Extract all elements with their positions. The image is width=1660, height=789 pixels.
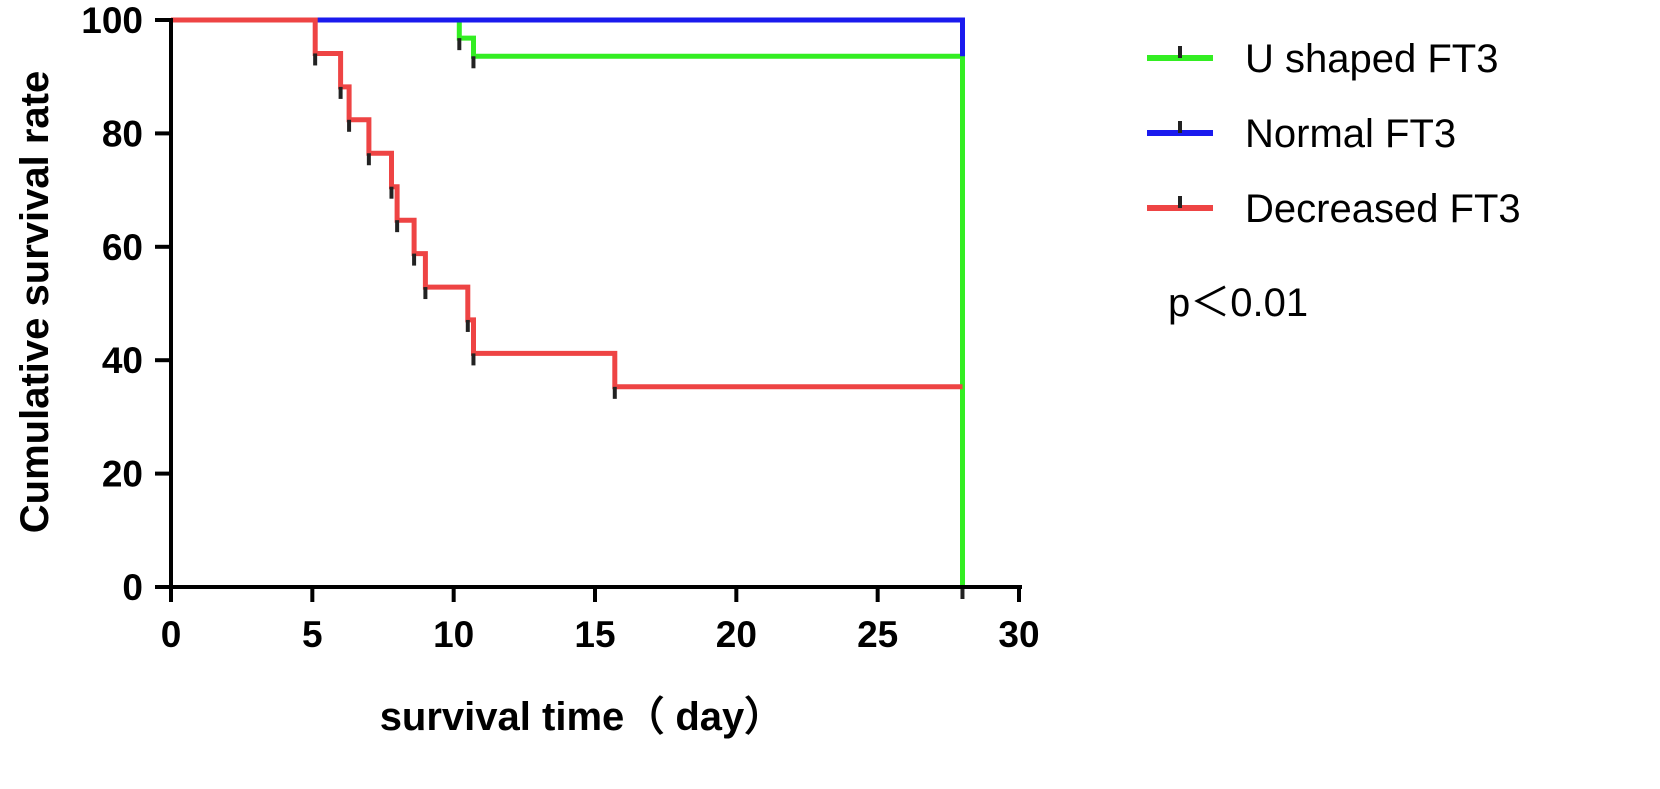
- legend-label-u-shaped-ft3: U shaped FT3: [1245, 37, 1498, 81]
- y-tick-label-0: 0: [122, 567, 143, 608]
- legend-label-normal-ft3: Normal FT3: [1245, 112, 1456, 156]
- y-axis-title: Cumulative survival rate: [13, 71, 57, 533]
- x-tick-label-25: 25: [857, 614, 898, 655]
- x-tick-label-20: 20: [716, 614, 757, 655]
- x-tick-label-15: 15: [574, 614, 615, 655]
- x-axis-title: survival time（ day）: [380, 695, 785, 739]
- legend-label-decreased-ft3: Decreased FT3: [1245, 187, 1521, 231]
- x-tick-label-10: 10: [433, 614, 474, 655]
- series-line-normal-ft3: [171, 17, 965, 57]
- y-tick-label-80: 80: [102, 113, 143, 154]
- ticks-layer: 0 5 10 15 20 25 30 0 20 40 60 80 100: [81, 0, 1039, 655]
- y-tick-label-100: 100: [81, 0, 143, 41]
- series-line-decreased-ft3: [171, 17, 963, 390]
- y-tick-label-40: 40: [102, 340, 143, 381]
- p-value-annotation: p＜0.01: [1168, 281, 1308, 325]
- series-layer: [171, 17, 965, 599]
- legend: U shaped FT3 Normal FT3 Decreased FT3: [1147, 37, 1521, 231]
- y-tick-label-60: 60: [102, 227, 143, 268]
- x-tick-label-5: 5: [302, 614, 323, 655]
- x-tick-label-0: 0: [161, 614, 182, 655]
- y-tick-label-20: 20: [102, 454, 143, 495]
- axes-layer: [169, 18, 1022, 589]
- series-line-u-shaped-ft3: [171, 17, 965, 587]
- x-tick-label-30: 30: [998, 614, 1039, 655]
